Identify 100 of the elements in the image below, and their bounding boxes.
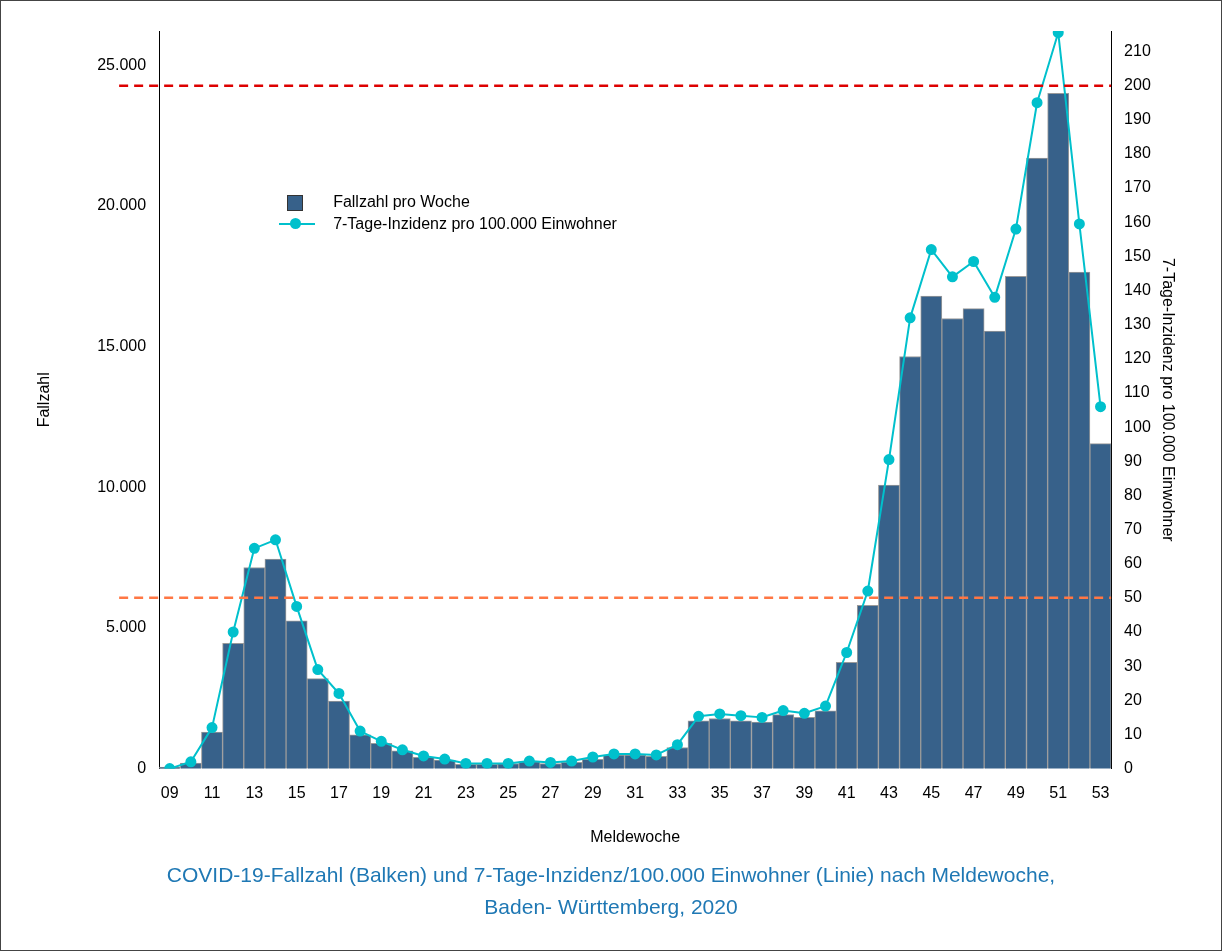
point [883, 454, 895, 466]
point [206, 722, 218, 734]
point [333, 687, 345, 699]
x-tick-label: 17 [330, 783, 348, 801]
x-tick-label: 33 [668, 783, 687, 801]
point [608, 748, 620, 760]
y2-tick-label: 50 [1124, 588, 1142, 606]
y2-tick-label: 200 [1124, 76, 1151, 94]
point [925, 244, 937, 256]
y2-tick-label: 160 [1124, 212, 1151, 230]
x-tick-label: 15 [287, 783, 306, 801]
point [841, 647, 853, 658]
point [460, 757, 472, 769]
x-tick-label: 19 [372, 783, 391, 801]
point [354, 725, 366, 737]
point [946, 271, 958, 283]
point [291, 600, 303, 612]
point [693, 710, 705, 722]
y-tick-label: 10.000 [97, 477, 147, 495]
point [227, 626, 239, 638]
x-tick-label: 47 [964, 783, 983, 801]
x-tick-label: 37 [753, 783, 772, 801]
text: COVID-19-Fallzahl (Balken) und 7-Tage-Inzidenz/100.000 Einwohner (Linie) nach Meldewoche, Baden- Württemberg, 2020 [165, 862, 1057, 920]
point [1073, 218, 1085, 230]
y2-tick-label: 60 [1124, 554, 1142, 572]
y2-tick-label: 210 [1124, 41, 1151, 59]
y-tick-label: 5.000 [106, 618, 147, 636]
y2-axis-title: 7-Tage-Inzidenz pro 100.000 Einwohner [1159, 257, 1177, 543]
x-tick-label: 31 [626, 783, 645, 801]
point [756, 711, 768, 723]
point [481, 757, 493, 769]
y2-tick-label: 90 [1124, 451, 1142, 469]
y-tick-label: 15.000 [97, 337, 147, 355]
point [862, 585, 874, 597]
point [904, 312, 916, 324]
point [312, 664, 324, 676]
point [714, 708, 726, 720]
point [396, 744, 408, 756]
x-tick-label: 29 [583, 783, 602, 801]
y2-tick-label: 150 [1124, 246, 1151, 264]
x-tick-label: 13 [245, 783, 264, 801]
y2-tick-label: 10 [1124, 724, 1142, 742]
y2-tick-label: 110 [1124, 383, 1150, 401]
y2-tick-label: 100 [1124, 417, 1151, 435]
x-tick-label: 21 [414, 783, 433, 801]
point [523, 755, 535, 767]
point [1031, 97, 1043, 109]
point [248, 542, 260, 554]
x-tick-label: 53 [1091, 783, 1110, 801]
point [269, 534, 281, 546]
point [587, 751, 599, 763]
point [671, 739, 683, 751]
y-tick-label: 25.000 [97, 55, 147, 73]
point [777, 705, 789, 717]
x-tick-label: 39 [795, 783, 814, 801]
y2-tick-label: 190 [1124, 110, 1151, 128]
y2-tick-label: 70 [1124, 519, 1142, 537]
point [650, 749, 662, 761]
y2-tick-label: 40 [1124, 622, 1142, 640]
y-tick-label: 0 [137, 759, 147, 777]
y2-tick-label: 180 [1124, 144, 1151, 162]
x-axis-title: Meldewoche [590, 827, 681, 845]
point [629, 748, 641, 760]
y2-tick-label: 170 [1124, 178, 1151, 196]
point [1095, 401, 1107, 413]
point [798, 707, 810, 719]
y2-tick-label: 80 [1124, 485, 1142, 503]
y2-tick-label: 140 [1124, 280, 1151, 298]
legend-label: 7-Tage-Inzidenz pro 100.000 Einwohner [333, 215, 617, 233]
legend-label: Fallzahl pro Woche [333, 193, 470, 211]
point [968, 256, 980, 267]
y2-tick-label: 130 [1124, 315, 1151, 333]
y2-tick-label: 120 [1124, 349, 1151, 367]
point [735, 710, 747, 722]
point [1010, 223, 1022, 235]
x-tick-label: 45 [922, 783, 941, 801]
x-tick-label: 11 [203, 783, 221, 801]
point [375, 735, 387, 747]
x-tick-label: 51 [1049, 783, 1068, 801]
point [566, 755, 578, 767]
y-tick-label: 20.000 [97, 196, 147, 214]
point [545, 756, 556, 768]
x-tick-label: 09 [160, 783, 179, 801]
x-tick-label: 49 [1007, 783, 1025, 801]
point [185, 756, 197, 768]
x-tick-label: 27 [541, 783, 560, 801]
x-tick-label: 43 [880, 783, 898, 801]
y2-tick-label: 30 [1124, 656, 1142, 674]
point [989, 291, 1001, 303]
y2-tick-label: 20 [1124, 690, 1142, 708]
y-axis-title: Fallzahl [35, 372, 53, 428]
y2-tick-label: 0 [1124, 759, 1134, 777]
point [502, 757, 514, 769]
point [418, 750, 430, 762]
x-tick-label: 35 [710, 783, 729, 801]
x-tick-label: 41 [837, 783, 856, 801]
point [820, 700, 832, 712]
x-tick-label: 25 [499, 783, 518, 801]
point [439, 753, 451, 765]
x-tick-label: 23 [456, 783, 475, 801]
